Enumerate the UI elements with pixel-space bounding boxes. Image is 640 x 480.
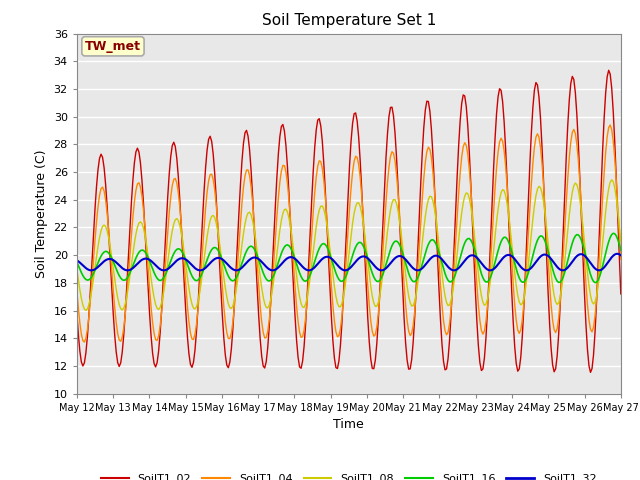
SoilT1_02 <box>587 370 595 375</box>
SoilT1_02 <box>140 200 147 206</box>
SoilT1_08 <box>312 224 320 229</box>
SoilT1_02 <box>311 145 319 151</box>
SoilT1_32 <box>262 264 270 270</box>
SoilT1_08 <box>73 266 81 272</box>
SoilT1_08 <box>617 239 625 244</box>
SoilT1_04 <box>264 329 271 335</box>
SoilT1_08 <box>588 299 596 304</box>
SoilT1_16 <box>140 248 147 253</box>
Y-axis label: Soil Temperature (C): Soil Temperature (C) <box>35 149 48 278</box>
Line: SoilT1_02: SoilT1_02 <box>77 70 621 372</box>
SoilT1_32 <box>253 255 261 261</box>
SoilT1_02 <box>253 284 261 290</box>
Line: SoilT1_04: SoilT1_04 <box>77 125 621 342</box>
SoilT1_32 <box>414 267 422 273</box>
SoilT1_04 <box>73 287 81 293</box>
SoilT1_16 <box>262 276 270 282</box>
SoilT1_32 <box>588 262 596 268</box>
Title: Soil Temperature Set 1: Soil Temperature Set 1 <box>262 13 436 28</box>
SoilT1_16 <box>591 280 599 286</box>
SoilT1_04 <box>237 219 244 225</box>
SoilT1_04 <box>255 284 262 289</box>
SoilT1_32 <box>311 264 319 270</box>
SoilT1_04 <box>312 174 320 180</box>
SoilT1_32 <box>235 267 243 273</box>
X-axis label: Time: Time <box>333 418 364 431</box>
SoilT1_02 <box>617 291 625 297</box>
SoilT1_02 <box>605 67 612 73</box>
SoilT1_08 <box>264 305 271 311</box>
SoilT1_02 <box>262 359 270 365</box>
SoilT1_04 <box>81 339 88 345</box>
SoilT1_08 <box>141 232 149 238</box>
SoilT1_04 <box>617 257 625 263</box>
SoilT1_16 <box>617 247 625 253</box>
Legend: SoilT1_02, SoilT1_04, SoilT1_08, SoilT1_16, SoilT1_32: SoilT1_02, SoilT1_04, SoilT1_08, SoilT1_… <box>97 469 601 480</box>
SoilT1_02 <box>235 210 243 216</box>
SoilT1_02 <box>588 366 596 372</box>
SoilT1_08 <box>237 254 244 260</box>
SoilT1_04 <box>606 122 614 128</box>
SoilT1_16 <box>235 269 243 275</box>
Line: SoilT1_32: SoilT1_32 <box>77 254 621 270</box>
SoilT1_16 <box>73 259 81 265</box>
SoilT1_32 <box>617 252 625 258</box>
SoilT1_02 <box>73 309 81 315</box>
Line: SoilT1_16: SoilT1_16 <box>77 233 621 283</box>
SoilT1_08 <box>608 177 616 183</box>
SoilT1_32 <box>73 257 81 263</box>
SoilT1_04 <box>588 329 596 335</box>
SoilT1_32 <box>614 251 621 257</box>
SoilT1_16 <box>587 272 595 277</box>
SoilT1_04 <box>141 225 149 230</box>
SoilT1_32 <box>140 256 147 262</box>
Text: TW_met: TW_met <box>85 40 141 53</box>
SoilT1_08 <box>82 308 90 313</box>
SoilT1_16 <box>609 230 617 236</box>
SoilT1_08 <box>255 261 262 267</box>
SoilT1_16 <box>253 252 261 258</box>
Line: SoilT1_08: SoilT1_08 <box>77 180 621 311</box>
SoilT1_16 <box>311 259 319 264</box>
